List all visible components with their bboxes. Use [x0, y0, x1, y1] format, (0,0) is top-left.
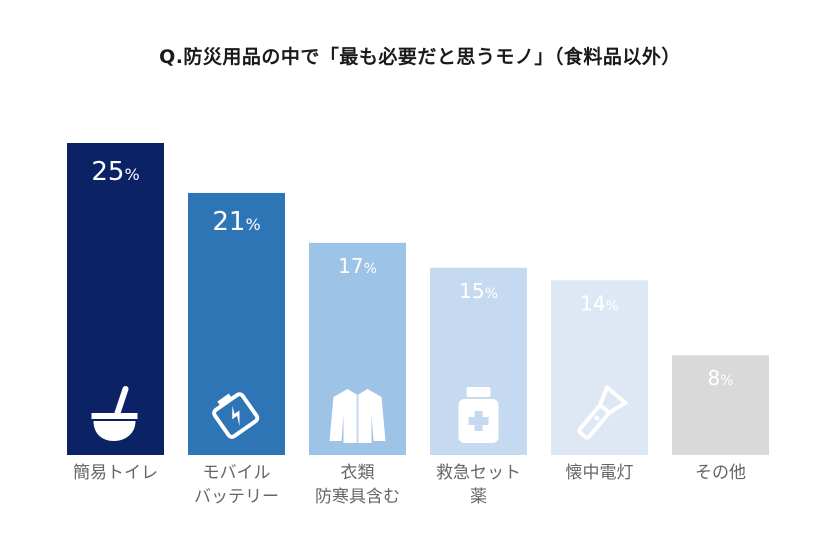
data-label-5: 14%: [580, 291, 619, 315]
jacket-icon: [329, 389, 386, 443]
icons-group: [91, 385, 628, 443]
data-label-3: 17%: [338, 254, 377, 278]
medicine-bottle-icon: [458, 387, 499, 443]
bars-group: [67, 143, 769, 456]
battery-icon: [212, 392, 260, 439]
category-label-4: 救急セット薬: [436, 463, 521, 507]
category-label-1: 簡易トイレ: [73, 463, 158, 483]
bar-1: [67, 143, 164, 455]
category-label-2: モバイルバッテリー: [194, 463, 279, 507]
data-label-4: 15%: [459, 279, 498, 303]
category-label-6: その他: [695, 463, 746, 483]
bar-6: [672, 355, 769, 455]
toilet-icon: [91, 386, 138, 441]
data-label-1: 25%: [91, 157, 139, 187]
category-label-3: 衣類防寒具含む: [315, 463, 400, 507]
category-label-5: 懐中電灯: [566, 463, 634, 483]
labels-group: 25% 簡易トイレ 21% モバイルバッテリー 17% 衣類防寒具含む 15% 救急セット薬 1…: [73, 157, 746, 507]
chart-title: Q.防災用品の中で「最も必要だと思うモノ」（食料品以外）: [159, 46, 681, 68]
bar-2: [188, 192, 285, 456]
flashlight-icon: [577, 385, 628, 440]
data-label-2: 21%: [212, 207, 260, 237]
data-label-6: 8%: [707, 366, 733, 390]
